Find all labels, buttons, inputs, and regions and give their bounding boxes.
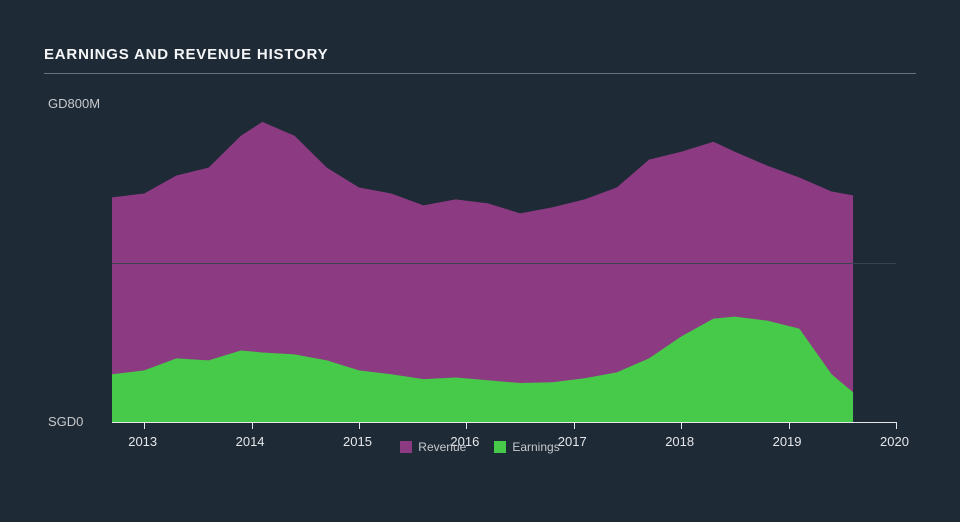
y-tick-label: SGD0 bbox=[48, 414, 83, 429]
x-axis-line bbox=[112, 422, 896, 423]
chart-header: EARNINGS AND REVENUE HISTORY bbox=[44, 46, 916, 74]
x-tick bbox=[144, 422, 145, 429]
legend-item-earnings: Earnings bbox=[494, 440, 559, 454]
chart-title: EARNINGS AND REVENUE HISTORY bbox=[44, 46, 916, 63]
legend-label: Revenue bbox=[418, 440, 466, 454]
legend-label: Earnings bbox=[512, 440, 559, 454]
x-tick bbox=[789, 422, 790, 429]
x-tick bbox=[359, 422, 360, 429]
x-tick bbox=[252, 422, 253, 429]
legend-swatch bbox=[494, 441, 506, 453]
y-tick-label: GD800M bbox=[48, 96, 100, 111]
title-underline bbox=[44, 73, 916, 74]
x-tick bbox=[574, 422, 575, 429]
chart-legend: Revenue Earnings bbox=[44, 440, 916, 456]
x-tick bbox=[466, 422, 467, 429]
legend-item-revenue: Revenue bbox=[400, 440, 466, 454]
x-tick bbox=[896, 422, 897, 429]
gridline bbox=[112, 263, 896, 264]
area-chart-svg bbox=[44, 92, 916, 424]
x-tick bbox=[681, 422, 682, 429]
chart-area: SGD0GD800M 20132014201520162017201820192… bbox=[44, 92, 916, 464]
legend-swatch bbox=[400, 441, 412, 453]
